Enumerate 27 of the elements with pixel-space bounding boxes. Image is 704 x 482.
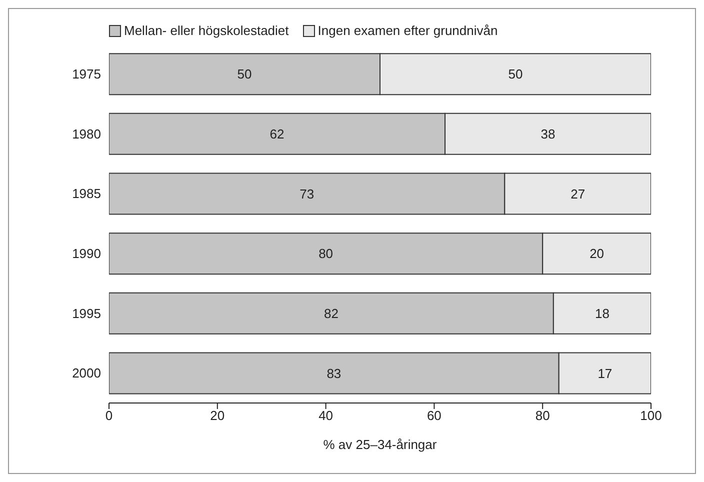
data-label: 17 [598, 366, 612, 381]
y-tick-label: 1975 [72, 66, 101, 82]
data-label: 83 [326, 366, 342, 381]
x-axis-title: % av 25–34-åringar [323, 437, 438, 452]
data-label: 20 [590, 246, 604, 262]
data-label: 73 [300, 186, 314, 202]
y-tick-label: 1985 [72, 186, 101, 202]
y-tick-label: 1995 [72, 306, 101, 321]
x-tick-label: 80 [535, 408, 550, 424]
legend-label: Ingen examen efter grundnivån [318, 23, 498, 38]
x-tick-label: 60 [426, 408, 442, 424]
data-label: 38 [540, 126, 556, 142]
data-label: 18 [594, 306, 610, 322]
x-tick-label: 20 [210, 408, 225, 424]
data-label: 50 [508, 66, 523, 82]
x-tick-label: 40 [318, 408, 334, 424]
data-label: 27 [570, 186, 586, 202]
legend-label: Mellan- eller högskolestadiet [124, 23, 289, 38]
x-tick-label: 100 [640, 408, 662, 424]
data-label: 50 [237, 66, 252, 82]
x-tick-label: 0 [105, 408, 113, 424]
data-label: 80 [318, 246, 334, 262]
y-tick-label: 2000 [72, 366, 101, 381]
y-tick-label: 1990 [72, 246, 101, 262]
data-label: 82 [324, 306, 338, 322]
data-label: 62 [270, 126, 284, 142]
y-tick-label: 1980 [72, 126, 101, 142]
